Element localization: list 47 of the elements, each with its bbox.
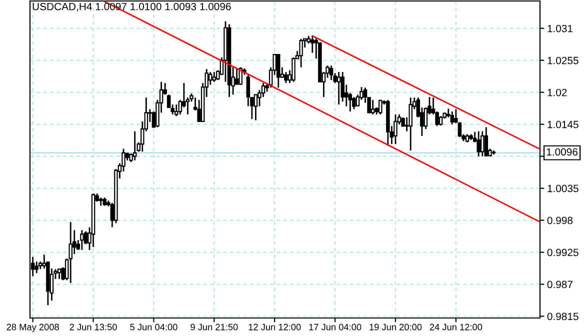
y-tick-label: 1.0145 [548, 120, 578, 128]
candlestick [254, 94, 258, 121]
candlestick [34, 260, 38, 274]
candlestick [284, 71, 288, 84]
x-tick-label: 12 Jun 12:00 [248, 324, 301, 330]
x-tick-label: 28 May 2008 [6, 324, 59, 332]
candlestick [340, 71, 344, 102]
candlestick [238, 66, 242, 86]
candlestick [212, 71, 216, 83]
candlestick [438, 115, 443, 126]
candlestick [378, 99, 382, 116]
candlestick [450, 110, 454, 126]
candlestick [480, 130, 484, 157]
candlestick [484, 126, 488, 157]
y-tick-label: 1.031 [548, 24, 573, 32]
candlestick [394, 114, 398, 145]
candlestick [329, 64, 334, 81]
y-tick-label: 1.0255 [548, 56, 578, 64]
candlestick [476, 130, 480, 157]
candlestick [370, 99, 375, 116]
candlestick [68, 221, 72, 284]
y-tick-label: 1.02 [548, 88, 567, 96]
candlestick [174, 104, 178, 117]
ref-line-label: 1.0096 [546, 148, 578, 156]
y-tick-label: 0.9815 [547, 312, 578, 320]
candlestick [132, 130, 137, 162]
candlestick [352, 96, 356, 110]
candlestick [276, 53, 280, 88]
x-tick-label: 19 Jun 20:00 [370, 324, 422, 330]
x-tick-label: 5 Jun 04:00 [130, 324, 178, 330]
candlestick [208, 71, 212, 86]
candlestick [299, 38, 303, 68]
y-tick-label: 0.9925 [547, 248, 578, 256]
candlestick [336, 71, 341, 106]
candlestick [234, 68, 239, 86]
candlestick [408, 96, 412, 152]
candlestick [246, 74, 250, 107]
candlestick [292, 56, 296, 83]
x-tick-label: 9 Jun 21:50 [190, 324, 238, 330]
x-tick-label: 24 Jun 12:00 [430, 324, 482, 330]
x-tick-label: 2 Jun 13:50 [70, 324, 117, 330]
y-tick-label: 1.0035 [548, 184, 578, 192]
x-tick-label: 17 Jun 04:00 [309, 324, 362, 330]
candlestick [80, 229, 84, 251]
y-tick-label: 0.998 [547, 216, 573, 224]
candlestick [57, 268, 62, 280]
y-tick-label: 0.987 [547, 280, 572, 288]
